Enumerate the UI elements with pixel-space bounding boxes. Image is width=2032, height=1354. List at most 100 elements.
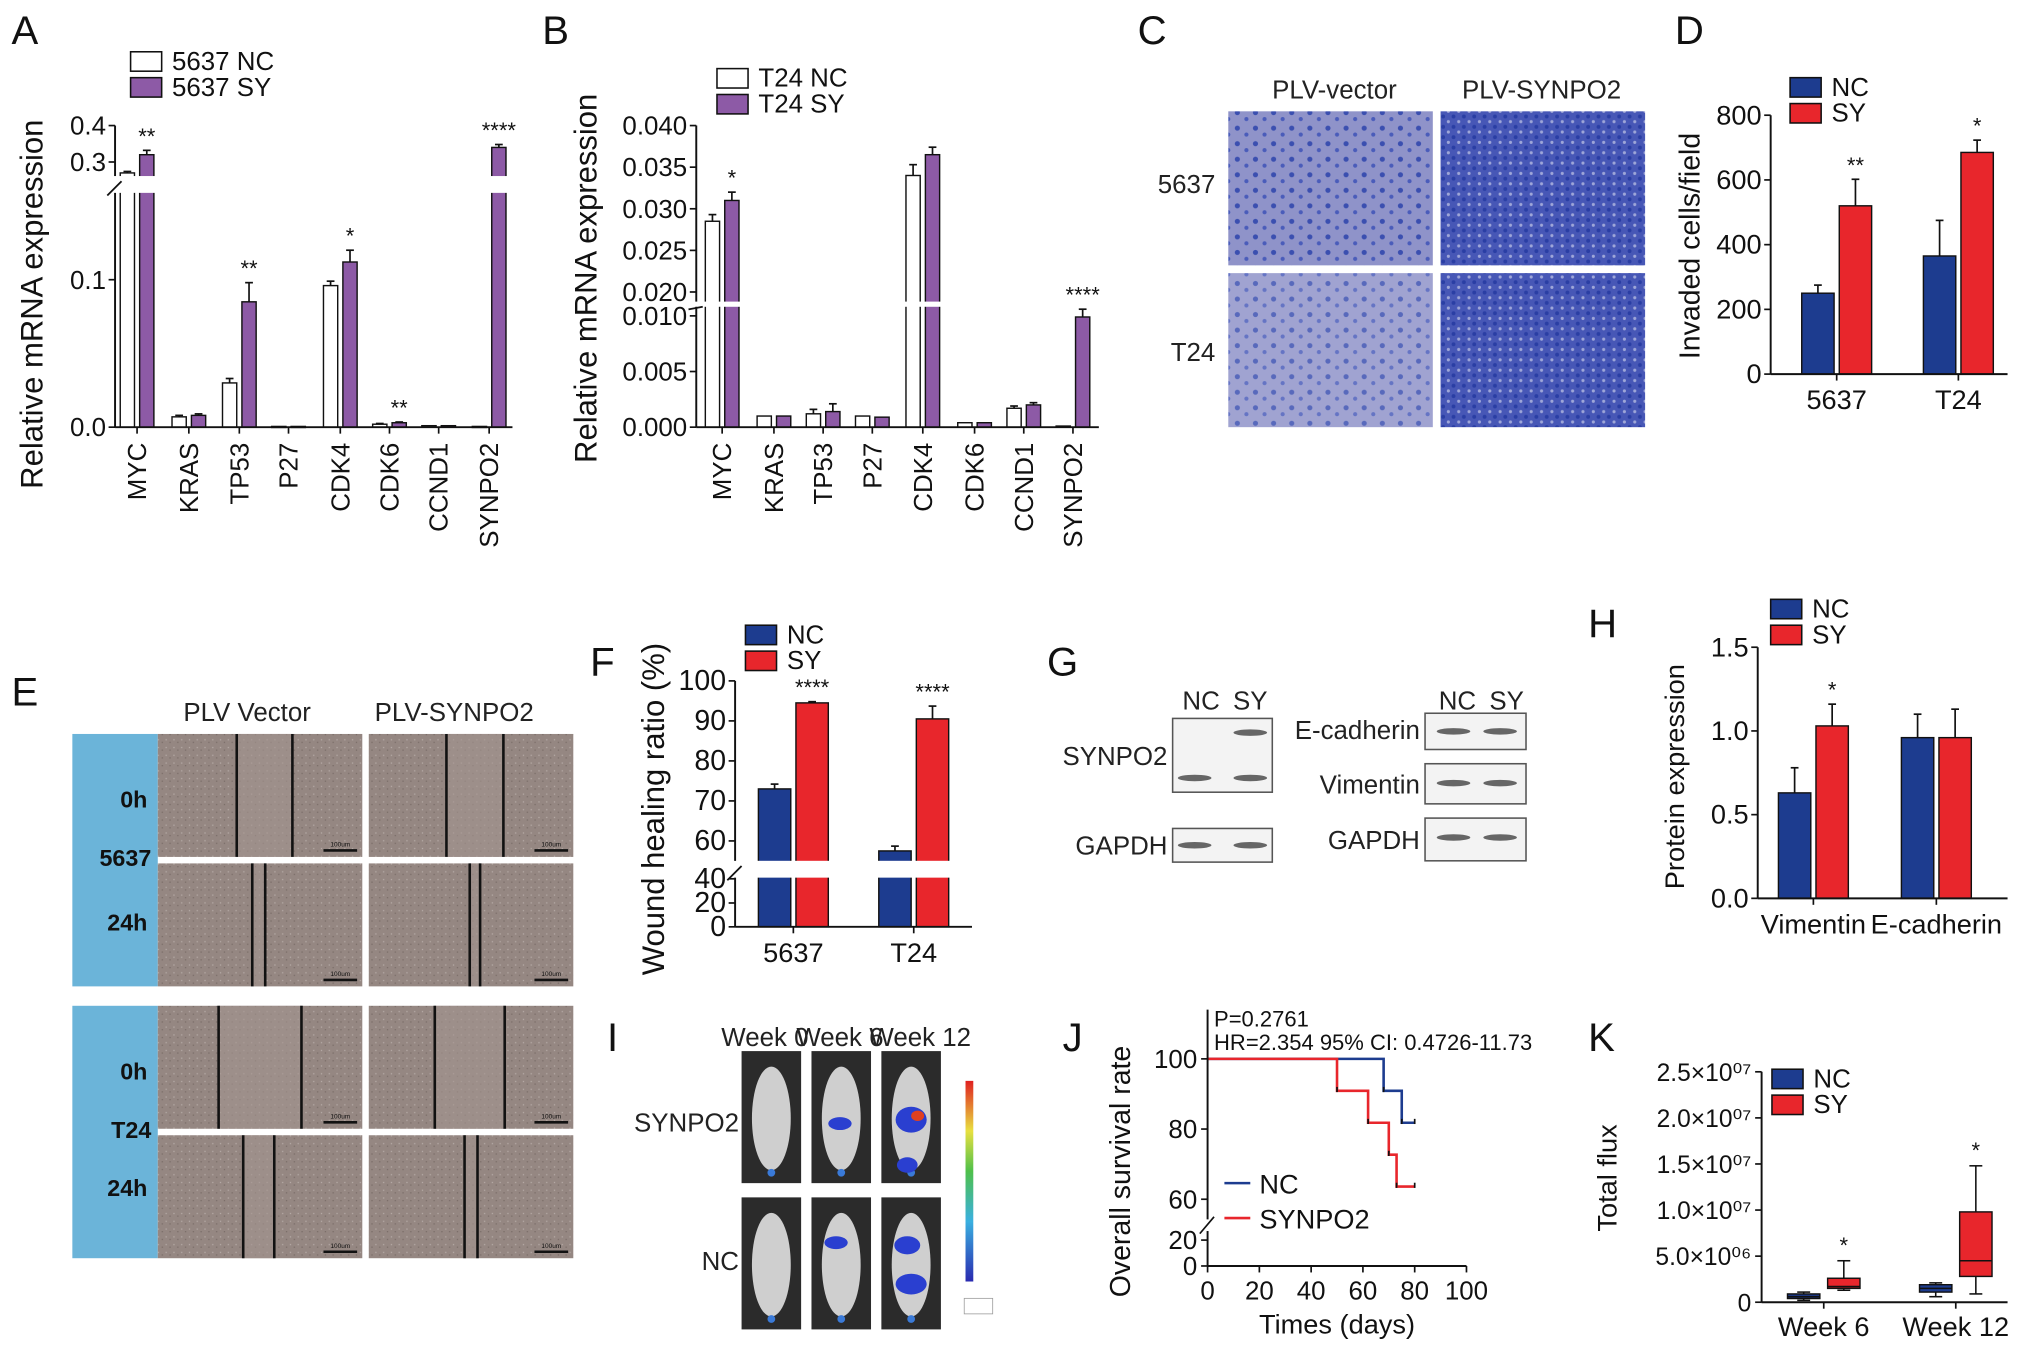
y-tick-label: 0.000: [622, 414, 687, 442]
blot-label-synpo2: SYNPO2: [1062, 743, 1167, 771]
col-header-plv-synpo2: PLV-SYNPO2: [1462, 76, 1621, 104]
luminescence-signal: [894, 1236, 921, 1255]
wound-gap: [446, 733, 504, 857]
y-axis-label: Invaded cells/field: [1674, 133, 1706, 359]
x-tick-label: CCND1: [1011, 443, 1039, 532]
panel-label-d: D: [1675, 8, 1704, 53]
y-tick-label: 0: [1183, 1253, 1197, 1281]
y-tick-label: 20: [694, 887, 726, 919]
significance-label: ****: [482, 118, 517, 143]
scale-bar-label: 100um: [330, 1113, 350, 1120]
x-tick-label: Week 6: [1778, 1311, 1870, 1342]
protein-band: [1177, 842, 1212, 849]
axis-break-gap: [107, 176, 513, 193]
luminescence-signal: [828, 1117, 852, 1131]
significance-label: **: [391, 396, 409, 421]
x-tick-label: MYC: [709, 443, 737, 501]
micrograph-5637-vector: [1228, 111, 1433, 266]
legend-label: SY: [1813, 1091, 1848, 1119]
y-tick-label: 800: [1716, 99, 1761, 130]
legend-swatch: [1789, 102, 1822, 124]
wound-gap: [236, 733, 293, 857]
panel-c-invasion-images: PLV-vector PLV-SYNPO2 5637 T24: [1158, 76, 1646, 428]
bar-nc: [757, 788, 792, 928]
y-tick-label: 0.030: [622, 196, 687, 224]
legend-label: NC: [1832, 74, 1869, 102]
x-tick-label: Vimentin: [1761, 908, 1866, 939]
x-tick-label: CDK6: [377, 443, 405, 512]
cell-line-label-t24: T24: [111, 1117, 151, 1143]
bar-t24-sy: [825, 410, 841, 428]
y-tick-label: 0: [1738, 1290, 1752, 1317]
significance-label: ****: [795, 675, 830, 700]
y-axis-label: Protein expression: [1659, 664, 1690, 889]
blot-label-gapdh: GAPDH: [1328, 827, 1420, 855]
y-tick-label: 0.040: [622, 113, 687, 141]
lane-label-nc: NC: [1182, 687, 1219, 715]
panel-label-a: A: [12, 8, 39, 53]
bar-nc: [1801, 292, 1835, 375]
cell-line-label-5637: 5637: [99, 845, 151, 871]
col-header-plv-vector: PLV-vector: [1272, 76, 1397, 104]
panel-label-g: G: [1047, 640, 1078, 685]
bar-t24-sy: [775, 415, 792, 428]
y-tick-label: 0.0: [1711, 882, 1749, 913]
legend-label: NC: [787, 621, 824, 649]
luminescence-signal: [824, 1236, 848, 1250]
col-header-week-12: Week 12: [869, 1024, 971, 1052]
blot-label-e-cadherin: E-cadherin: [1295, 717, 1420, 745]
y-tick-label: 2.0×10⁰⁷: [1657, 1106, 1752, 1133]
x-tick-label: 20: [1245, 1278, 1274, 1306]
tail-signal: [767, 1315, 776, 1323]
y-tick-label: 80: [694, 745, 726, 777]
legend-label: NC: [1813, 1065, 1850, 1093]
chart-h: * 0.0 0.5 1.0 1.5 Vimentin E-cadherin Protein e…: [1659, 595, 2008, 939]
legend-swatch: [716, 67, 749, 89]
y-tick-label: 60: [694, 825, 726, 857]
bar-sy: [795, 702, 830, 928]
y-tick-label: 0.005: [622, 359, 687, 387]
legend-label: NC: [1259, 1168, 1298, 1199]
x-tick-label: CDK6: [962, 443, 990, 512]
legend-label: SY: [787, 647, 822, 675]
legend-swatch: [1789, 76, 1822, 98]
bar-5637-sy: [241, 301, 257, 428]
y-tick-label: 80: [1168, 1116, 1197, 1144]
protein-band: [1233, 774, 1268, 782]
survival-curve-nc: [1207, 1057, 1415, 1125]
x-tick-label: SYNPO2: [476, 443, 504, 548]
axis-break-mark: [726, 865, 743, 881]
wound-gap: [243, 1135, 275, 1259]
box-sy: [1826, 1277, 1861, 1290]
legend-label: 5637 NC: [172, 48, 274, 76]
legend-label: 5637 SY: [172, 74, 271, 102]
wound-gap: [464, 1135, 478, 1259]
legend-swatch: [1771, 1068, 1804, 1090]
significance-label: **: [138, 124, 156, 149]
y-tick-label: 40: [694, 863, 726, 895]
bar-sy: [1960, 151, 1995, 375]
protein-band: [1177, 774, 1212, 782]
bar-nc: [1900, 736, 1935, 900]
y-tick-label: 2.5×10⁰⁷: [1657, 1060, 1752, 1087]
panel-label-h: H: [1588, 601, 1617, 646]
y-tick-label: 0.010: [622, 303, 687, 331]
bar-t24-sy: [874, 416, 890, 428]
bar-nc: [1922, 255, 1957, 375]
row-label-5637: 5637: [1158, 171, 1216, 199]
axis-break-gap: [688, 301, 1099, 307]
y-axis-label: Total flux: [1592, 1124, 1623, 1232]
y-tick-label: 0.5: [1711, 799, 1749, 830]
tail-signal: [837, 1168, 846, 1177]
box-sy: [1958, 1211, 1993, 1278]
time-label-24h: 24h: [107, 910, 147, 936]
scale-legend-box: [963, 1297, 994, 1315]
time-label-0h: 0h: [120, 1059, 147, 1085]
y-tick-label: 0: [710, 911, 726, 943]
scale-bar-label: 100um: [330, 1243, 350, 1250]
legend-label: T24 NC: [758, 65, 847, 93]
cell-line-band-5637: [72, 733, 158, 987]
